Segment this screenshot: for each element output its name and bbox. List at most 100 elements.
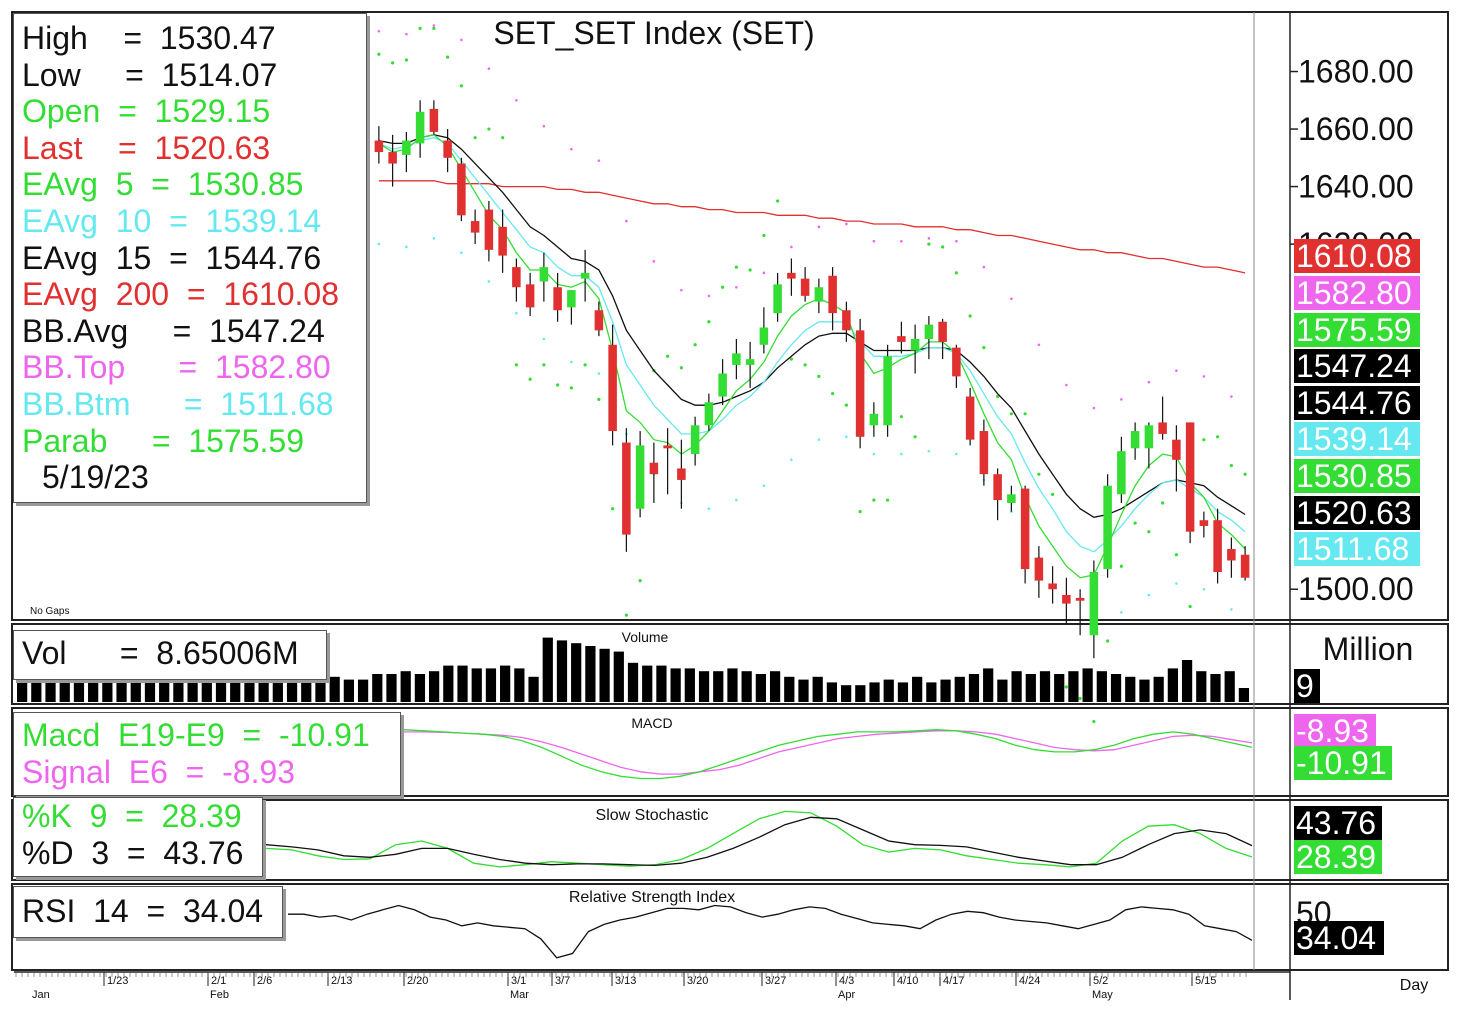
bb-bottom-point xyxy=(570,360,573,364)
volume-bar xyxy=(88,679,99,702)
parab-point xyxy=(418,26,422,30)
legend-eavg10: EAvg 10 = 1539.14 xyxy=(22,202,322,239)
candle-body xyxy=(649,462,659,475)
parab-point xyxy=(1051,492,1055,496)
bb-bottom-point xyxy=(432,237,436,240)
candle-body xyxy=(567,290,576,308)
candle-body xyxy=(484,209,494,250)
volume-bar xyxy=(144,679,156,702)
candle-body xyxy=(732,353,741,365)
candle-body xyxy=(1130,431,1140,449)
eavg5-line xyxy=(378,134,1246,579)
tag-bbavg: 1547.24 xyxy=(1294,349,1420,383)
volume-bar xyxy=(585,646,596,702)
parab-point xyxy=(734,265,738,269)
volume-bar xyxy=(414,674,426,702)
candle-body xyxy=(828,275,837,314)
volume-bar xyxy=(357,679,369,702)
bb-bottom-point xyxy=(515,311,518,315)
legend-stoch-d: %D 3 = 43.76 xyxy=(22,835,244,871)
x-tick-label: 5/2 xyxy=(1093,975,1108,987)
bollinger-bands xyxy=(377,24,1233,623)
bb-top-point xyxy=(955,239,958,243)
tag-eavg10: 1539.14 xyxy=(1294,422,1420,456)
volume-bar xyxy=(45,679,56,702)
candle-body xyxy=(1117,451,1126,495)
bb-top-point xyxy=(790,245,793,249)
bb-bottom-point xyxy=(845,435,848,439)
x-tick-label: 4/10 xyxy=(897,975,918,987)
stoch-title: Slow Stochastic xyxy=(596,807,709,824)
volume-bar xyxy=(812,676,823,702)
bb-bottom-point xyxy=(1175,582,1178,585)
bb-top-point xyxy=(432,24,436,27)
x-tick-label: 3/27 xyxy=(765,975,786,987)
y-tick-label: 1680.00 xyxy=(1298,54,1414,90)
candle-body xyxy=(622,442,631,535)
tag-macd: -10.91 xyxy=(1294,746,1392,780)
tag-stoch-k: 28.39 xyxy=(1294,840,1382,874)
volume-bar xyxy=(940,679,951,702)
candle-body xyxy=(938,321,947,342)
bb-top-point xyxy=(377,29,381,33)
y-tick-label: 1500.00 xyxy=(1298,571,1414,607)
x-tick-label: 1/23 xyxy=(107,975,128,987)
volume-bar xyxy=(301,662,312,702)
parab-point xyxy=(501,136,505,140)
parab-point xyxy=(1133,521,1137,525)
volume-bar xyxy=(1196,671,1207,702)
candle-body xyxy=(663,445,672,449)
volume-bar xyxy=(1153,676,1164,702)
bb-top-point xyxy=(845,222,848,226)
candle-body xyxy=(415,111,425,144)
eavg10-line xyxy=(378,137,1246,553)
volume-bar xyxy=(173,679,184,702)
volume-bar xyxy=(343,679,354,702)
legend-open: Open = 1529.15 xyxy=(22,93,271,130)
volume-bar xyxy=(1096,671,1107,702)
tag-eavg200: 1610.08 xyxy=(1294,239,1420,273)
date-x-axis: 1/23 2/1 2/6 2/13 2/20 3/1 3/7 3/13 3/20 3/27 4/3 4… xyxy=(14,971,1290,1001)
candle-body xyxy=(1103,485,1112,570)
bb-bottom-point xyxy=(707,507,711,511)
candle-body xyxy=(1213,520,1222,572)
volume-bar xyxy=(926,682,937,702)
volume-bar xyxy=(258,679,269,702)
volume-bar xyxy=(159,679,170,702)
bb-top-point xyxy=(1230,395,1233,398)
candle-body xyxy=(910,339,920,351)
bb-top-point xyxy=(762,271,766,275)
legend-parab: Parab = 1575.59 xyxy=(22,422,304,459)
rsi-legend: RSI 14 = 34.04 xyxy=(13,886,283,938)
x-month-label: Feb xyxy=(210,989,229,1001)
volume-bar xyxy=(372,674,383,702)
candle-body xyxy=(787,272,796,279)
bb-bottom-point xyxy=(927,449,931,453)
candle-body xyxy=(704,402,714,426)
bb-top-point xyxy=(1092,406,1096,410)
parab-point xyxy=(1229,463,1233,468)
parab-point xyxy=(844,403,848,407)
parab-point xyxy=(803,363,807,367)
volume-bar xyxy=(485,668,497,702)
candle-body xyxy=(745,359,755,365)
parab-point xyxy=(1023,412,1027,416)
volume-bar xyxy=(116,679,127,702)
bb-top-point xyxy=(735,285,738,289)
volume-bar xyxy=(1025,674,1036,702)
parab-point xyxy=(446,55,450,59)
tag-bbbtm: 1511.68 xyxy=(1294,532,1420,566)
parab-point xyxy=(776,199,780,203)
no-gaps-label: No Gaps xyxy=(30,606,69,617)
tag-bbtop: 1582.80 xyxy=(1294,276,1420,310)
volume-panel-frame xyxy=(11,623,1449,705)
legend-eavg15: EAvg 15 = 1544.76 xyxy=(22,239,322,276)
volume-bar xyxy=(102,679,113,702)
volume-bar xyxy=(272,679,283,702)
x-tick-label: 3/1 xyxy=(511,975,526,987)
macd-line xyxy=(403,729,1253,780)
parab-point xyxy=(391,61,395,65)
volume-bar xyxy=(684,668,695,702)
volume-bar xyxy=(443,665,454,702)
